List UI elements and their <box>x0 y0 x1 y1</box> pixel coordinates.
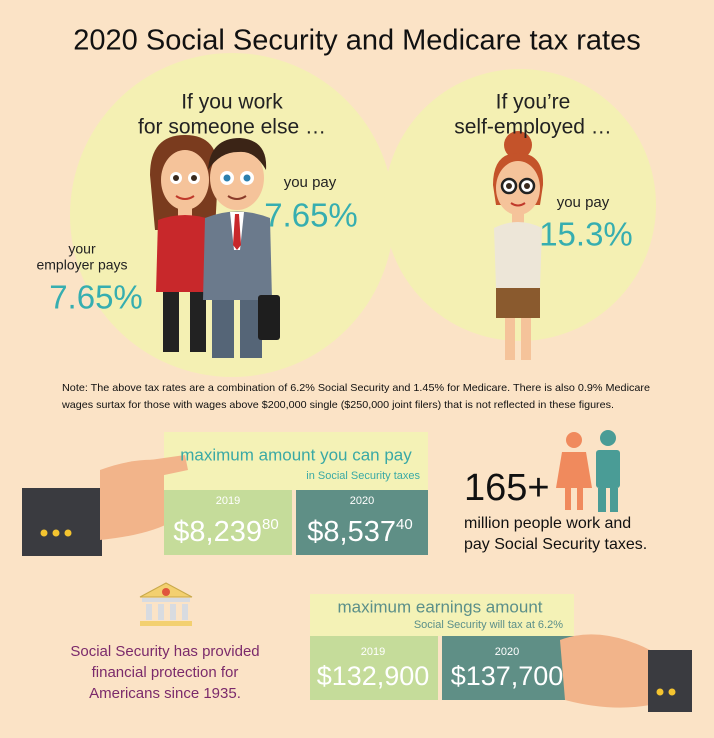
rate: 7.65% <box>49 279 143 316</box>
label: you pay <box>284 174 337 191</box>
year: 2020 <box>495 646 519 658</box>
self-employed-illustration <box>493 131 544 360</box>
man-illustration <box>203 138 280 358</box>
label: employer pays <box>36 257 127 273</box>
label: your <box>68 241 96 257</box>
note: Note: The above tax rates are a combinat… <box>62 382 650 394</box>
card-title: maximum earnings amount <box>337 597 542 616</box>
label: you pay <box>557 194 610 211</box>
history-text: Social Security has provided <box>70 643 259 660</box>
people-icon <box>556 430 620 512</box>
workers-text: million people work and <box>464 515 631 532</box>
rate: 7.65% <box>264 197 358 234</box>
cents: 40 <box>396 516 413 533</box>
year: 2019 <box>361 646 385 658</box>
amount: $137,700 <box>451 661 564 691</box>
max-earnings-card <box>310 594 692 712</box>
heading: for someone else … <box>138 116 326 139</box>
amount: $8,23980 <box>173 516 278 548</box>
workers-text: pay Social Security taxes. <box>464 536 647 553</box>
note: wages surtax for those with wages above … <box>61 399 614 411</box>
dollars: $8,537 <box>307 516 396 548</box>
cents: 80 <box>262 516 279 533</box>
card-subtitle: Social Security will tax at 6.2% <box>414 619 563 631</box>
rate: 15.3% <box>539 216 633 253</box>
bank-icon <box>139 582 193 626</box>
amount: $8,53740 <box>307 516 412 548</box>
dollars: $8,239 <box>173 516 262 548</box>
year: 2020 <box>350 495 374 507</box>
history-text: financial protection for <box>92 664 239 681</box>
heading: If you’re <box>496 91 571 114</box>
card-title: maximum amount you can pay <box>180 445 412 464</box>
year: 2019 <box>216 495 240 507</box>
history-text: Americans since 1935. <box>89 685 241 702</box>
card-subtitle: in Social Security taxes <box>306 470 420 482</box>
heading: If you work <box>181 91 283 114</box>
max-tax-card <box>22 432 428 556</box>
title: 2020 Social Security and Medicare tax ra… <box>73 25 640 57</box>
heading: self-employed … <box>454 116 612 139</box>
worker-count: 165+ <box>464 467 550 509</box>
woman-illustration <box>150 135 219 352</box>
amount: $132,900 <box>317 661 430 691</box>
